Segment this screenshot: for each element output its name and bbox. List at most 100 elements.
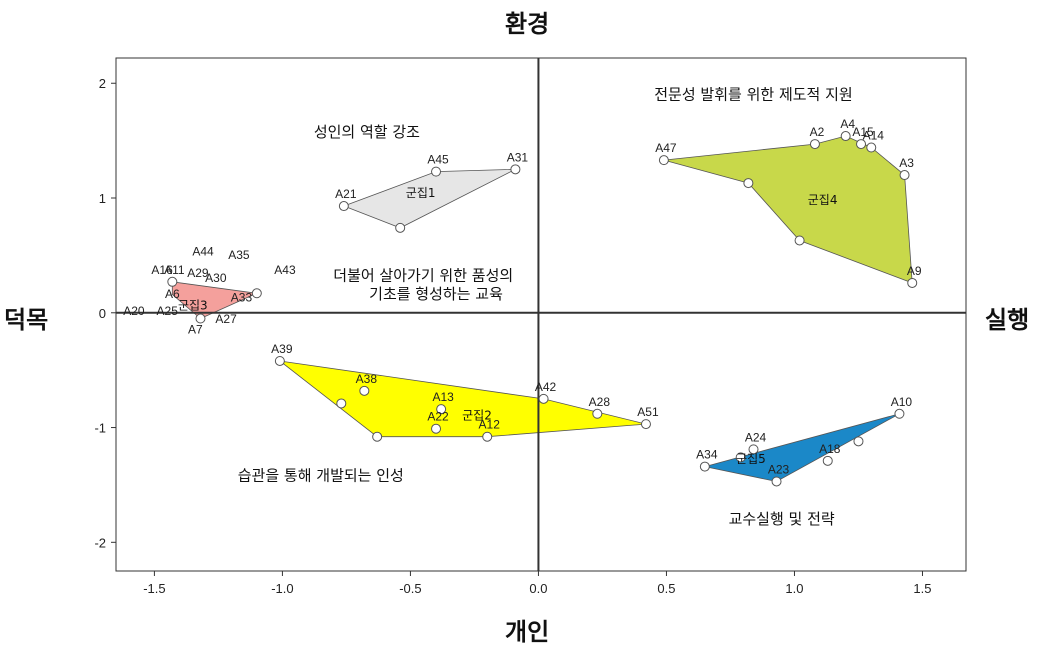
- data-point: [809, 139, 820, 150]
- data-point: [251, 288, 262, 299]
- cluster-polygon-2: [278, 360, 647, 438]
- axis-title-bottom: 개인: [505, 617, 550, 646]
- point-label: A4: [840, 117, 855, 131]
- x-tick-label: 0.0: [529, 581, 547, 596]
- data-point: [359, 385, 370, 396]
- point-label: A28: [589, 395, 611, 409]
- point-label: A14: [863, 129, 885, 143]
- cluster-theme-label: 전문성 발휘를 위한 제도적 지원: [654, 85, 852, 103]
- point-label: A10: [891, 395, 913, 409]
- point-label: A25: [157, 304, 179, 318]
- cluster-name-label: 군집2: [462, 409, 492, 423]
- x-tick-label: -1.5: [143, 581, 165, 596]
- cluster-polygons: [171, 135, 913, 482]
- point-label: A3: [899, 156, 914, 170]
- point-label: A24: [745, 430, 767, 444]
- point-label: A47: [655, 141, 677, 155]
- point-label: A6: [165, 287, 180, 301]
- point-label: A43: [274, 263, 296, 277]
- data-point: [538, 393, 549, 404]
- axis-title-top: 환경: [505, 9, 550, 38]
- data-point: [856, 139, 867, 150]
- plot-frame: [115, 57, 967, 572]
- y-tick-label: 2: [99, 76, 106, 91]
- point-label: A45: [427, 153, 449, 167]
- x-tick-label: 1.5: [913, 581, 931, 596]
- data-point: [822, 455, 833, 466]
- data-point: [907, 277, 918, 288]
- point-label: A33: [231, 290, 253, 304]
- point-label: A27: [215, 312, 237, 326]
- axis-ticks: -1.5 -1.0 -0.5 0.0 0.5 1.0 1.5 2 1 0 -1 -2: [94, 76, 931, 596]
- data-point: [395, 222, 406, 233]
- point-label: A12: [479, 418, 501, 432]
- data-point: [592, 408, 603, 419]
- data-point: [894, 408, 905, 419]
- cluster-name-label: 군집1: [406, 186, 436, 200]
- data-point: [866, 142, 877, 153]
- data-point: [195, 313, 206, 324]
- point-label: A23: [768, 462, 790, 476]
- cluster-name-label: 군집4: [808, 193, 838, 207]
- x-tick-label: 1.0: [785, 581, 803, 596]
- data-point: [431, 166, 442, 177]
- point-label: A21: [335, 187, 357, 201]
- point-label: A9: [907, 264, 922, 278]
- axis-title-right: 실행: [985, 305, 1030, 334]
- cluster-theme-label: 습관을 통해 개발되는 인성: [238, 466, 404, 484]
- point-label: A35: [228, 248, 250, 262]
- point-label: A16: [151, 263, 173, 277]
- point-label: A34: [696, 448, 718, 462]
- y-tick-label: -1: [94, 421, 106, 436]
- y-tick-label: -2: [94, 535, 106, 550]
- x-tick-label: -1.0: [271, 581, 293, 596]
- point-label: A2: [810, 125, 825, 139]
- point-label: A39: [271, 342, 293, 356]
- axis-title-left: 덕목: [4, 305, 49, 334]
- annotation-text: 더불어 살아가기 위한 품성의: [333, 267, 513, 285]
- data-point: [167, 276, 178, 287]
- data-point: [699, 461, 710, 472]
- data-point: [899, 170, 910, 181]
- data-point: [640, 419, 651, 430]
- data-point: [735, 452, 746, 463]
- point-label: A7: [188, 322, 203, 336]
- data-point: [748, 444, 759, 455]
- point-label: A38: [356, 372, 378, 386]
- y-tick-label: 1: [99, 191, 106, 206]
- point-label: A44: [192, 244, 214, 258]
- point-label: A20: [123, 304, 145, 318]
- x-tick-label: -0.5: [399, 581, 421, 596]
- point-label: A15: [852, 125, 874, 139]
- point-label: A42: [535, 380, 557, 394]
- point-label: A29: [187, 266, 209, 280]
- cluster-theme-label: 성인의 역할 강조: [314, 123, 420, 141]
- point-label: A11: [164, 263, 185, 277]
- data-point: [482, 431, 493, 442]
- point-label: A51: [637, 405, 659, 419]
- cluster-theme-label: 교수실행 및 전략: [729, 510, 835, 528]
- point-label: A30: [205, 271, 227, 285]
- data-point: [338, 201, 349, 212]
- reference-axes: [116, 58, 966, 571]
- cluster-name-label: 군집5: [736, 452, 766, 466]
- data-point: [853, 436, 864, 447]
- data-point: [372, 431, 383, 442]
- point-label: A31: [507, 150, 529, 164]
- data-point: [510, 164, 521, 175]
- data-point: [336, 398, 347, 409]
- y-tick-label: 0: [99, 306, 106, 321]
- data-point: [771, 476, 782, 487]
- point-label: A18: [819, 442, 841, 456]
- annotation-text: 기초를 형성하는 교육: [369, 285, 503, 303]
- cluster-polygon-5: [704, 413, 900, 482]
- data-point: [840, 131, 851, 142]
- cluster-name-label: 군집3: [178, 298, 208, 312]
- x-tick-label: 0.5: [657, 581, 675, 596]
- data-point: [743, 178, 754, 189]
- data-point: [274, 355, 285, 366]
- data-points: [167, 131, 918, 487]
